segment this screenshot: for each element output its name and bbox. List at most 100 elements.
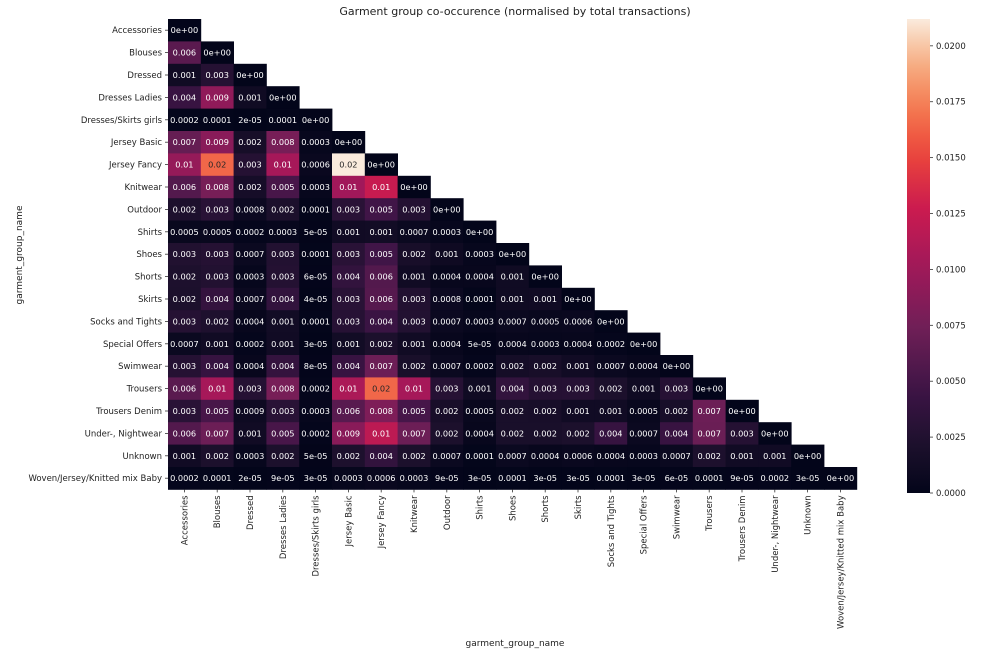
heatmap-cell (266, 198, 300, 221)
heatmap-cell (397, 310, 431, 333)
heatmap-cell (660, 422, 694, 445)
heatmap-cell (200, 243, 234, 266)
heatmap-cell (430, 422, 464, 445)
heatmap-cell (463, 287, 497, 311)
cell-value-label: 0.0001 (695, 473, 724, 483)
heatmap-cell (364, 444, 398, 468)
heatmap-cell (168, 153, 202, 177)
cell-value-label: 0e+00 (827, 473, 855, 483)
heatmap-cell (266, 422, 300, 445)
heatmap-cell (496, 467, 530, 490)
x-axis-label: garment_group_name (466, 639, 565, 649)
x-tick-label: Dresses Ladies (279, 495, 289, 559)
heatmap-cell (397, 399, 431, 423)
heatmap-cell (168, 467, 202, 490)
cell-value-label: 0.0003 (268, 227, 297, 237)
cell-value-label: 0.003 (271, 249, 294, 259)
cell-value-label: 0.002 (501, 361, 524, 371)
y-tick-label: Swimwear (118, 362, 162, 372)
cell-value-label: 0.009 (337, 428, 360, 438)
cell-value-label: 0.001 (599, 406, 622, 416)
heatmap-cell (168, 131, 202, 154)
cell-value-label: 0.0002 (236, 339, 265, 349)
heatmap-cell (397, 220, 431, 244)
heatmap-cell (233, 332, 267, 356)
cell-value-label: 0.003 (402, 204, 425, 214)
heatmap-cell (627, 444, 661, 468)
heatmap-cell (364, 422, 398, 445)
cell-value-label: 0.002 (566, 428, 589, 438)
cell-value-label: 0.01 (208, 384, 226, 394)
cell-value-label: 0.0007 (236, 294, 265, 304)
heatmap-cell (233, 175, 267, 199)
heatmap-cell (561, 422, 595, 445)
cell-value-label: 0.0004 (236, 361, 265, 371)
cell-value-label: 0.0003 (400, 473, 429, 483)
cell-value-label: 0.001 (763, 451, 786, 461)
cell-value-label: 0.0001 (301, 316, 330, 326)
cell-value-label: 0.002 (599, 384, 622, 394)
cell-value-label: 0.0003 (465, 316, 494, 326)
y-tick-label: Dresses Ladies (98, 93, 162, 103)
heatmap-cell (692, 399, 726, 423)
cell-value-label: 0.002 (533, 361, 556, 371)
heatmap-cell (200, 63, 234, 87)
cell-value-label: 0.0001 (203, 115, 232, 125)
heatmap-cell (233, 63, 267, 87)
heatmap-cell (528, 265, 562, 289)
cell-value-label: 2e-05 (238, 115, 262, 125)
cell-value-label: 0.006 (173, 182, 196, 192)
heatmap-cell (430, 355, 464, 378)
cell-value-label: 0.002 (435, 428, 458, 438)
heatmap-cell (660, 399, 694, 423)
cell-value-label: 0.003 (337, 249, 360, 259)
cell-value-label: 0.0007 (498, 451, 527, 461)
heatmap-cell (725, 444, 759, 468)
heatmap-cell (463, 332, 497, 356)
cell-value-label: 0e+00 (531, 272, 559, 282)
cell-value-label: 0.002 (205, 451, 228, 461)
cell-value-label: 0e+00 (367, 160, 395, 170)
heatmap-cell (266, 86, 300, 109)
cell-value-label: 0.0009 (236, 406, 265, 416)
heatmap-cell (299, 198, 333, 221)
x-tick-label: Outdoor (443, 495, 453, 530)
x-tick-label: Dresses/Skirts girls (312, 495, 322, 577)
colorbar-tick-label: 0.0200 (936, 42, 966, 52)
cell-value-label: 5e-05 (468, 339, 492, 349)
heatmap-cell (266, 310, 300, 333)
cell-value-label: 0.01 (372, 182, 390, 192)
cell-value-label: 0.0002 (170, 473, 199, 483)
heatmap-cell (496, 399, 530, 423)
heatmap-cell (299, 467, 333, 490)
cell-value-label: 0.0007 (596, 361, 625, 371)
cell-value-label: 0.008 (271, 137, 294, 147)
cell-value-label: 3e-05 (632, 473, 656, 483)
heatmap-cell (168, 198, 202, 221)
heatmap-cell (364, 198, 398, 221)
cell-value-label: 0.003 (271, 272, 294, 282)
cell-value-label: 0.0007 (400, 227, 429, 237)
cell-value-label: 0.0001 (498, 473, 527, 483)
cell-value-label: 0.0001 (268, 115, 297, 125)
heatmap-cell (463, 265, 497, 289)
cell-value-label: 0.005 (271, 182, 294, 192)
x-tick-label: Shoes (508, 495, 518, 521)
cell-value-label: 0e+00 (466, 227, 494, 237)
cell-value-label: 0e+00 (564, 294, 592, 304)
cell-value-label: 0.0001 (301, 249, 330, 259)
heatmap-cell (299, 399, 333, 423)
cell-value-label: 0.0004 (465, 428, 494, 438)
colorbar-tick-label: 0.0075 (936, 321, 966, 331)
cell-value-label: 0.006 (173, 48, 196, 58)
heatmap-cell (299, 332, 333, 356)
heatmap-cell (200, 355, 234, 378)
cell-value-label: 0e+00 (433, 204, 461, 214)
cell-value-label: 0.001 (271, 316, 294, 326)
cell-value-label: 0.01 (274, 160, 292, 170)
cell-value-label: 0.002 (435, 406, 458, 416)
heatmap-cell (397, 377, 431, 401)
x-tick-label: Special Offers (640, 495, 650, 555)
cell-value-label: 0.0002 (170, 115, 199, 125)
